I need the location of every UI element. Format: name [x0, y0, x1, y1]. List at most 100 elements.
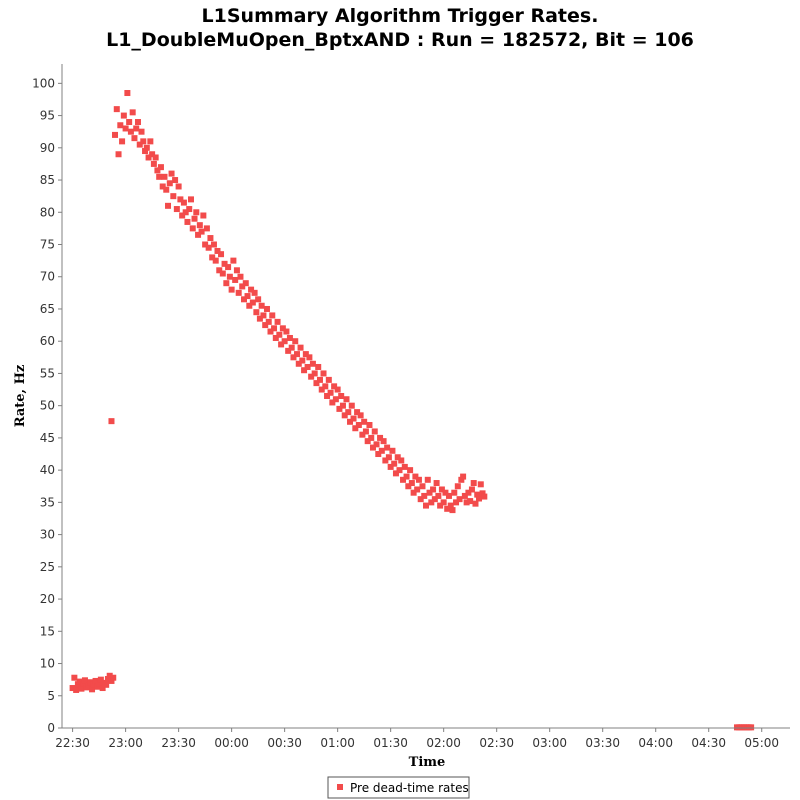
data-point [225, 264, 232, 271]
data-point [193, 209, 200, 216]
legend: Pre dead-time rates [327, 776, 470, 799]
x-tick-label: 23:30 [161, 736, 196, 750]
x-axis-label: Time [409, 755, 446, 770]
data-point [350, 415, 357, 422]
data-point [242, 280, 249, 287]
data-point [73, 686, 80, 693]
data-point [127, 128, 134, 135]
data-point [302, 351, 309, 358]
y-tick-label: 90 [40, 141, 55, 155]
data-point [186, 206, 193, 213]
data-point [256, 315, 263, 322]
data-point [177, 196, 184, 203]
data-point [191, 215, 198, 222]
data-point [327, 389, 334, 396]
data-point [357, 412, 364, 419]
data-point [216, 267, 223, 274]
data-point [267, 328, 274, 335]
data-point [172, 177, 179, 184]
data-point [345, 409, 352, 416]
plot-area [62, 64, 790, 728]
y-tick-label: 25 [40, 560, 55, 574]
data-point [283, 328, 290, 335]
y-tick-label: 45 [40, 431, 55, 445]
y-tick-label: 30 [40, 528, 55, 542]
data-point [120, 112, 127, 119]
data-point [424, 476, 431, 483]
y-tick-label: 80 [40, 205, 55, 219]
data-point [131, 135, 138, 142]
data-point [430, 486, 437, 493]
data-point [248, 286, 255, 293]
data-point [403, 473, 410, 480]
data-point [189, 225, 196, 232]
data-points [69, 90, 755, 731]
legend-box [327, 776, 470, 799]
x-tick-label: 03:30 [585, 736, 620, 750]
data-point [272, 334, 279, 341]
data-point [343, 396, 350, 403]
data-point [80, 680, 87, 687]
data-point [315, 363, 322, 370]
data-point [352, 425, 359, 432]
data-point [237, 273, 244, 280]
data-point [308, 373, 315, 380]
data-point [382, 457, 389, 464]
data-point [361, 418, 368, 425]
data-point [407, 467, 414, 474]
data-point [481, 493, 488, 500]
data-point [115, 151, 122, 158]
data-point [235, 289, 242, 296]
data-point [294, 351, 301, 358]
data-point [313, 380, 320, 387]
y-tick-label: 5 [47, 689, 55, 703]
data-point [435, 492, 442, 499]
data-point [87, 679, 94, 686]
data-point [405, 483, 412, 490]
data-point [316, 376, 323, 383]
data-point [210, 241, 217, 248]
data-point [166, 180, 173, 187]
data-point [401, 463, 408, 470]
data-point [195, 231, 202, 238]
data-point [218, 251, 225, 258]
data-point [286, 334, 293, 341]
chart-title-line-1: L1Summary Algorithm Trigger Rates. [202, 5, 599, 27]
data-point [106, 672, 113, 679]
data-point [325, 376, 332, 383]
data-point [339, 402, 346, 409]
data-point [412, 473, 419, 480]
y-tick-label: 70 [40, 270, 55, 284]
data-point [124, 90, 131, 97]
data-point [318, 386, 325, 393]
data-point [354, 409, 361, 416]
x-tick-label: 23:00 [108, 736, 143, 750]
data-point [398, 457, 405, 464]
data-point [94, 683, 101, 690]
data-point [460, 473, 467, 480]
data-point [196, 222, 203, 229]
data-point [276, 331, 283, 338]
data-point [451, 489, 458, 496]
data-point [147, 138, 154, 145]
data-point [378, 447, 385, 454]
data-point [297, 344, 304, 351]
data-point [149, 151, 156, 158]
data-point [299, 357, 306, 364]
data-point [447, 502, 454, 509]
data-point [226, 273, 233, 280]
data-point [414, 486, 421, 493]
chart-title-line-2: L1_DoubleMuOpen_BptxAND : Run = 182572, … [106, 29, 694, 51]
data-point [385, 454, 392, 461]
data-point [117, 122, 124, 129]
data-point [309, 360, 316, 367]
data-point [134, 119, 141, 126]
data-point [244, 293, 251, 300]
data-point [338, 393, 345, 399]
x-tick-label: 04:30 [691, 736, 726, 750]
data-point [163, 186, 170, 193]
data-point [269, 312, 276, 319]
x-tick-label: 00:30 [267, 736, 302, 750]
data-point [366, 422, 373, 429]
